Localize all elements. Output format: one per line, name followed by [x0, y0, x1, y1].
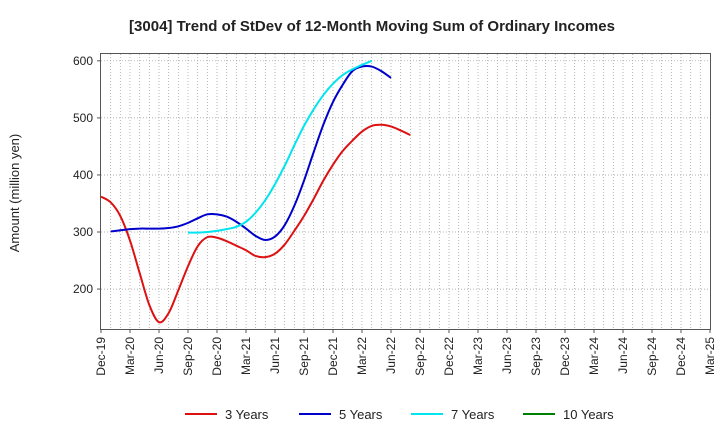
y-tick-label: 300: [73, 225, 93, 239]
x-tick-label: Sep-20: [181, 337, 195, 376]
legend-label: 10 Years: [563, 407, 614, 422]
x-axis: Dec-19 Mar-20 Jun-20 Sep-20 Dec-20 Mar-21 Jun-…: [94, 329, 717, 376]
x-tick-label: Sep-23: [529, 337, 543, 376]
x-tick-label: Mar-21: [239, 337, 253, 375]
y-tick-label: 600: [73, 54, 93, 68]
legend-label: 3 Years: [225, 407, 269, 422]
plot-frame: [100, 53, 711, 330]
x-tick-label: Sep-24: [645, 337, 659, 376]
x-tick-label: Dec-20: [210, 337, 224, 376]
legend-label: 7 Years: [451, 407, 495, 422]
x-tick-label: Dec-24: [674, 337, 688, 376]
x-tick-label: Jun-23: [500, 337, 514, 374]
series-line-3-years: [100, 123, 411, 324]
x-tick-label: Mar-22: [355, 337, 369, 375]
y-axis-label: Amount (million yen): [7, 134, 22, 253]
x-tick-label: Sep-21: [297, 337, 311, 376]
x-tick-label: Dec-21: [326, 337, 340, 376]
x-tick-label: Mar-20: [123, 337, 137, 375]
x-tick-label: Jun-24: [616, 337, 630, 374]
y-tick-label: 200: [73, 282, 93, 296]
x-tick-label: Mar-23: [471, 337, 485, 375]
y-tick-label: 400: [73, 168, 93, 182]
x-tick-label: Mar-25: [703, 337, 717, 375]
chart-title: [3004] Trend of StDev of 12-Month Moving…: [129, 18, 615, 35]
x-tick-label: Jun-20: [152, 337, 166, 374]
x-tick-label: Jun-22: [384, 337, 398, 374]
x-tick-label: Sep-22: [413, 337, 427, 376]
series-line-5-years: [110, 64, 392, 242]
x-tick-label: Jun-21: [268, 337, 282, 374]
series-lines: [100, 59, 411, 324]
y-axis: 200 300 400 500 600: [73, 54, 101, 296]
x-tick-label: Mar-24: [587, 337, 601, 375]
x-tick-label: Dec-22: [442, 337, 456, 376]
legend-label: 5 Years: [339, 407, 383, 422]
legend: 3 Years 5 Years 7 Years 10 Years: [185, 407, 614, 422]
series-line-7-years: [187, 59, 373, 234]
x-tick-label: Dec-23: [558, 337, 572, 376]
grid: [101, 54, 710, 329]
y-tick-label: 500: [73, 111, 93, 125]
x-tick-label: Dec-19: [94, 337, 108, 376]
